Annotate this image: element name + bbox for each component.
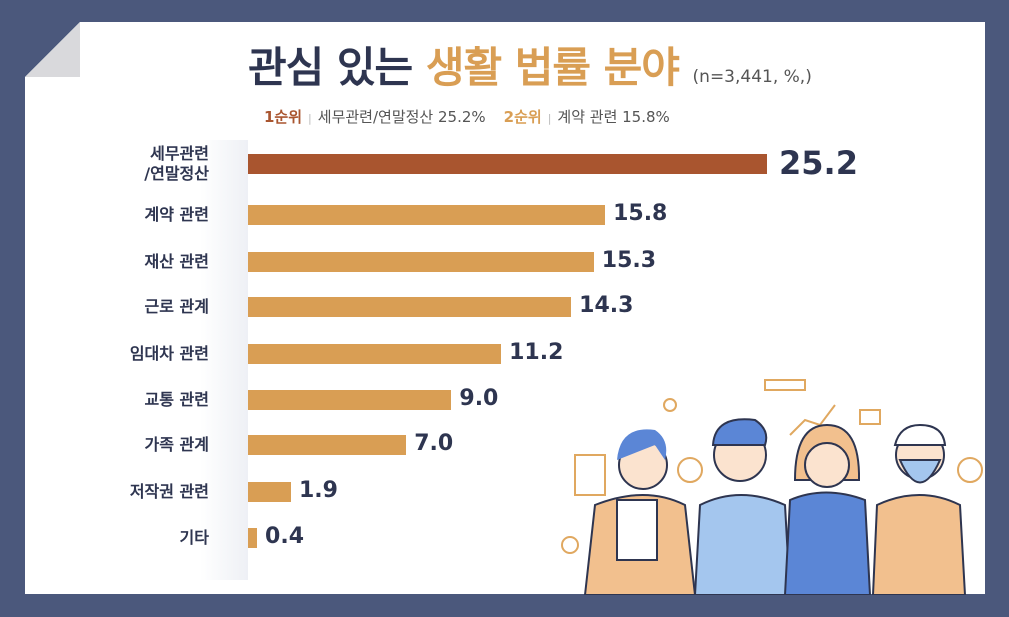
bar [248, 154, 767, 174]
category-label: 기타 [179, 528, 209, 547]
title-part1: 관심 있는 [248, 43, 413, 92]
rank2-text: 계약 관련 15.8% [557, 108, 670, 126]
bar [248, 435, 407, 455]
category-label: 임대차 관련 [129, 344, 209, 363]
page-fold [25, 22, 80, 77]
value-label: 14.3 [579, 293, 634, 318]
value-label: 7.0 [414, 431, 454, 456]
value-label: 11.2 [509, 340, 564, 365]
rank2-label: 2순위 [503, 108, 542, 126]
category-label: 교통 관련 [144, 390, 209, 409]
category-label: 근로 관계 [144, 297, 209, 316]
value-label: 25.2 [779, 144, 858, 182]
bar [248, 482, 291, 502]
value-label: 1.9 [298, 478, 338, 503]
value-label: 9.0 [459, 386, 499, 411]
value-label: 15.8 [613, 201, 668, 226]
rank1-text: 세무관련/연말정산 25.2% [317, 108, 486, 126]
bar [248, 390, 452, 410]
bar [248, 252, 594, 272]
people-illustration [561, 379, 983, 595]
bar [248, 528, 258, 548]
bar [248, 297, 572, 317]
category-label: 세무관련 /연말정산 [144, 144, 209, 183]
subtitle: 1순위 | 세무관련/연말정산 25.2% 2순위 | 계약 관련 15.8% [264, 108, 670, 126]
category-label: 저작권 관련 [129, 482, 209, 501]
category-label: 가족 관계 [144, 435, 209, 454]
value-label: 0.4 [265, 524, 305, 549]
rank1-label: 1순위 [264, 108, 303, 126]
bar [248, 205, 606, 225]
title-part2: 생활 법률 분야 [425, 43, 680, 92]
category-label: 계약 관련 [144, 205, 209, 224]
chart-title: 관심 있는 생활 법률 분야 (n=3,441, %,) [248, 34, 812, 95]
sample-note: (n=3,441, %,) [692, 67, 812, 87]
bar [248, 344, 502, 364]
label-shade [200, 140, 248, 580]
value-label: 15.3 [601, 248, 657, 273]
category-label: 재산 관련 [144, 252, 209, 271]
